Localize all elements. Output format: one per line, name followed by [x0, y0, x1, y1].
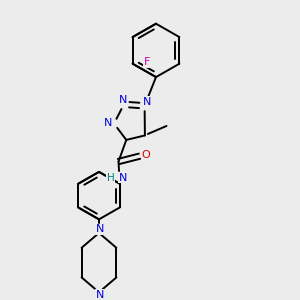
- Text: F: F: [144, 57, 150, 67]
- Text: N: N: [95, 224, 104, 234]
- Text: O: O: [141, 150, 150, 160]
- Text: H: H: [106, 172, 114, 182]
- Text: N: N: [119, 172, 127, 182]
- Text: N: N: [95, 290, 104, 300]
- Text: N: N: [119, 95, 127, 106]
- Text: N: N: [143, 97, 151, 107]
- Text: N: N: [104, 118, 112, 128]
